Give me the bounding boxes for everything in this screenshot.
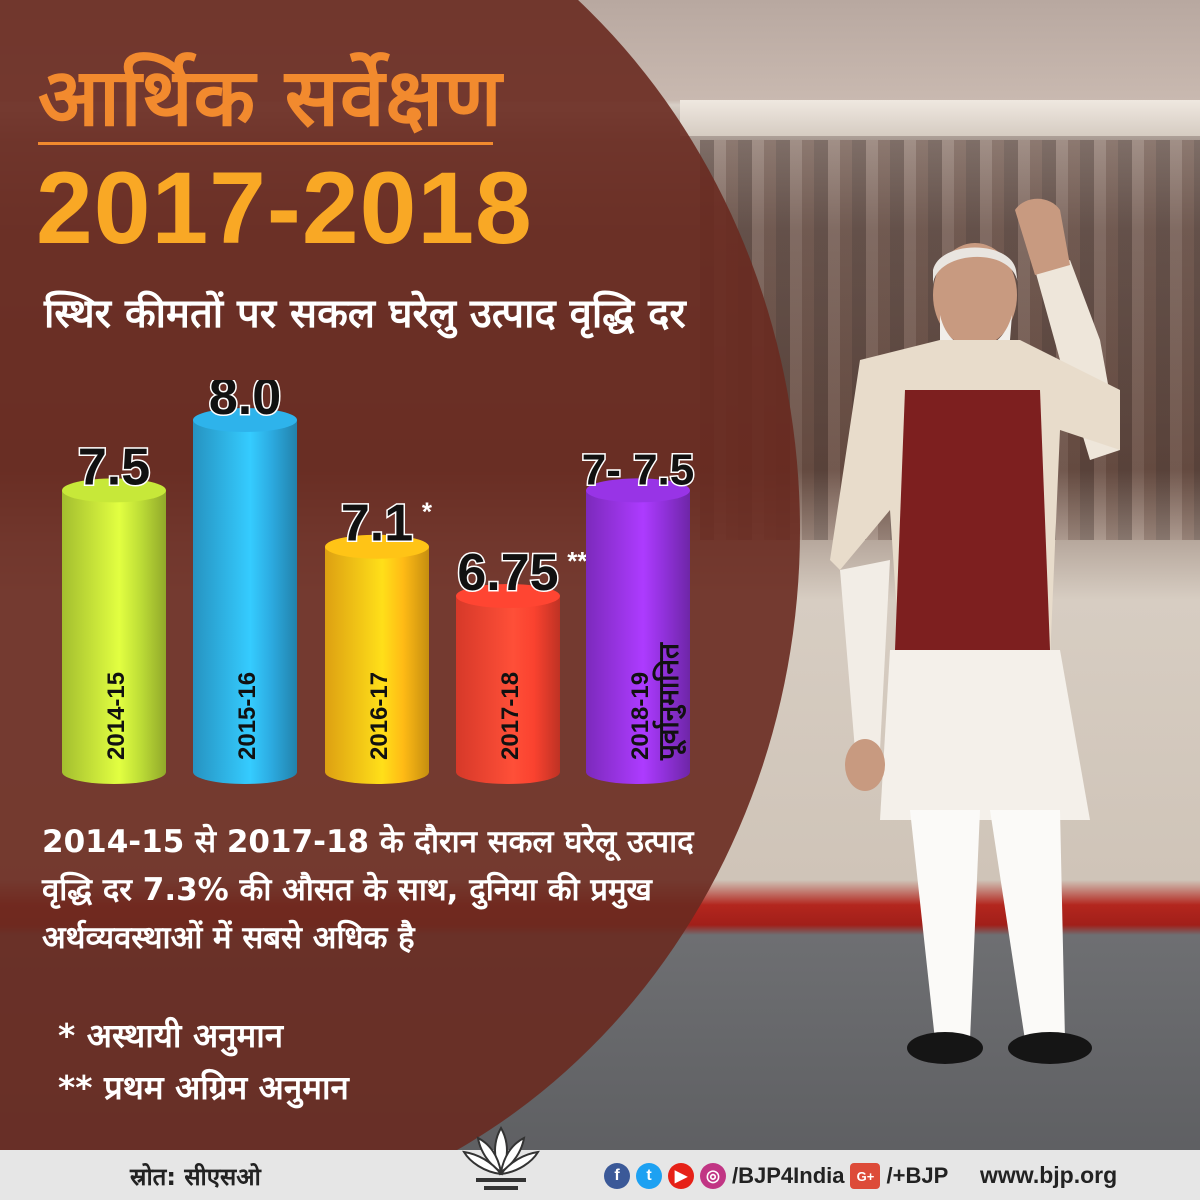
bar-top-2015-16	[193, 408, 297, 432]
social-handle[interactable]: /BJP4India	[732, 1163, 845, 1188]
footnotes: * अस्थायी अनुमान ** प्रथम अग्रिम अनुमान	[58, 1010, 349, 1114]
bar-category-label: 2018-19	[627, 672, 654, 760]
background-railing	[680, 100, 1200, 136]
bar-2016-17	[325, 546, 429, 784]
social-links: f t ▶ ◎ /BJP4India G+ /+BJP	[604, 1160, 948, 1192]
bar-top-2018-19	[586, 478, 690, 503]
bar-2015-16	[193, 420, 297, 784]
page-year: 2017-2018	[36, 151, 533, 265]
bar-value-label: 6.75	[457, 544, 558, 602]
gdp-growth-chart: 7.5 2014-15 8.0 2015-16 7.1 * 2016-17 6.75 ** 201…	[62, 380, 696, 784]
description-line: वृद्धि दर 7.3% की औसत के साथ, दुनिया की …	[42, 872, 652, 908]
bar-top-2017-18	[456, 584, 560, 608]
website-link[interactable]: www.bjp.org	[980, 1162, 1118, 1188]
twitter-icon[interactable]: t	[636, 1163, 662, 1189]
footnote-advance: ** प्रथम अग्रिम अनुमान	[58, 1068, 349, 1107]
bar-category-note: पूर्वानुमानित	[652, 642, 687, 761]
facebook-icon[interactable]: f	[604, 1163, 630, 1189]
footer-bar	[0, 1150, 1200, 1200]
bar-2017-18	[456, 596, 560, 784]
lotus-logo-icon	[462, 1125, 540, 1190]
title-divider	[38, 142, 493, 145]
footnote-provisional: * अस्थायी अनुमान	[58, 1016, 284, 1055]
bar-category-label: 2014-15	[103, 672, 130, 760]
instagram-icon[interactable]: ◎	[700, 1163, 726, 1189]
description-line: अर्थव्यवस्थाओं में सबसे अधिक है	[42, 920, 415, 956]
bar-value-mark: *	[422, 497, 433, 527]
google-plus-icon[interactable]: G+	[850, 1163, 881, 1189]
description-text: 2014-15 से 2017-18 के दौरान सकल घरेलू उत…	[42, 818, 722, 962]
bar-category-label: 2015-16	[234, 672, 261, 760]
bar-value-label: 7.5	[78, 438, 150, 496]
bar-value-label: 7- 7.5	[582, 445, 695, 494]
waving-person-photo	[830, 198, 1120, 1064]
bar-value-label: 8.0	[209, 380, 281, 426]
gplus-handle[interactable]: /+BJP	[886, 1163, 949, 1188]
source-label: स्रोत: सीएसओ	[130, 1163, 261, 1191]
bar-value-label: 7.1	[341, 495, 413, 553]
bar-category-label: 2017-18	[497, 672, 524, 760]
bar-2014-15	[62, 490, 166, 784]
bar-2018-19	[586, 490, 690, 784]
chart-subtitle: स्थिर कीमतों पर सकल घरेलु उत्पाद वृद्धि …	[44, 291, 686, 337]
bar-top-2014-15	[62, 478, 166, 503]
bar-top-2016-17	[325, 534, 429, 559]
bar-value-mark: **	[567, 546, 588, 576]
bar-category-label: 2016-17	[366, 672, 393, 760]
description-line: 2014-15 से 2017-18 के दौरान सकल घरेलू उत…	[42, 824, 694, 860]
page-title: आर्थिक सर्वेक्षण	[38, 51, 503, 144]
youtube-icon[interactable]: ▶	[668, 1163, 694, 1189]
